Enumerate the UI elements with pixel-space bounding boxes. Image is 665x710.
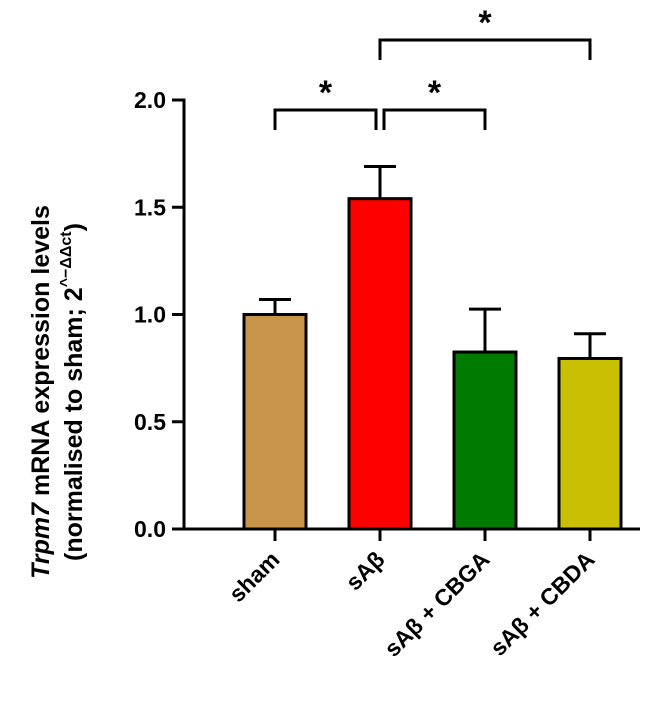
x-category-label: sham <box>224 546 285 607</box>
significance-star: * <box>428 74 442 112</box>
y-axis-title-line2-main: (normalised to sham; 2 <box>60 287 88 561</box>
significance-star: * <box>319 74 333 112</box>
x-category-label: sAβ + CBGA <box>379 546 495 662</box>
bar <box>557 356 623 531</box>
y-axis-title-rest: mRNA expression levels <box>27 205 55 503</box>
y-tick-label: 1.5 <box>134 194 166 220</box>
significance-bracket <box>378 38 592 60</box>
bar <box>242 313 308 531</box>
y-axis-title: Trpm7 mRNA expression levels (normalised… <box>27 205 88 579</box>
bar <box>452 350 518 531</box>
x-category-label: sAβ + CBDA <box>485 546 600 661</box>
y-tick-label: 2.0 <box>134 87 166 113</box>
bar <box>347 197 413 531</box>
significance-bracket <box>273 108 378 130</box>
x-category-label: sAβ <box>340 546 389 595</box>
y-axis-title-line2: (normalised to sham; 2^−ΔΔct) <box>58 223 88 561</box>
significance-star: * <box>478 4 492 42</box>
y-tick-label: 0.5 <box>134 409 166 435</box>
y-axis-title-gene: Trpm7 <box>27 502 55 579</box>
y-axis-title-line1: Trpm7 mRNA expression levels <box>27 205 55 579</box>
y-axis-title-line2-end: ) <box>60 223 88 231</box>
y-axis-title-superscript: ^−ΔΔct <box>58 231 75 288</box>
y-tick-label: 0.0 <box>134 516 166 542</box>
y-tick-label: 1.0 <box>134 302 166 328</box>
significance-bracket <box>382 108 487 130</box>
